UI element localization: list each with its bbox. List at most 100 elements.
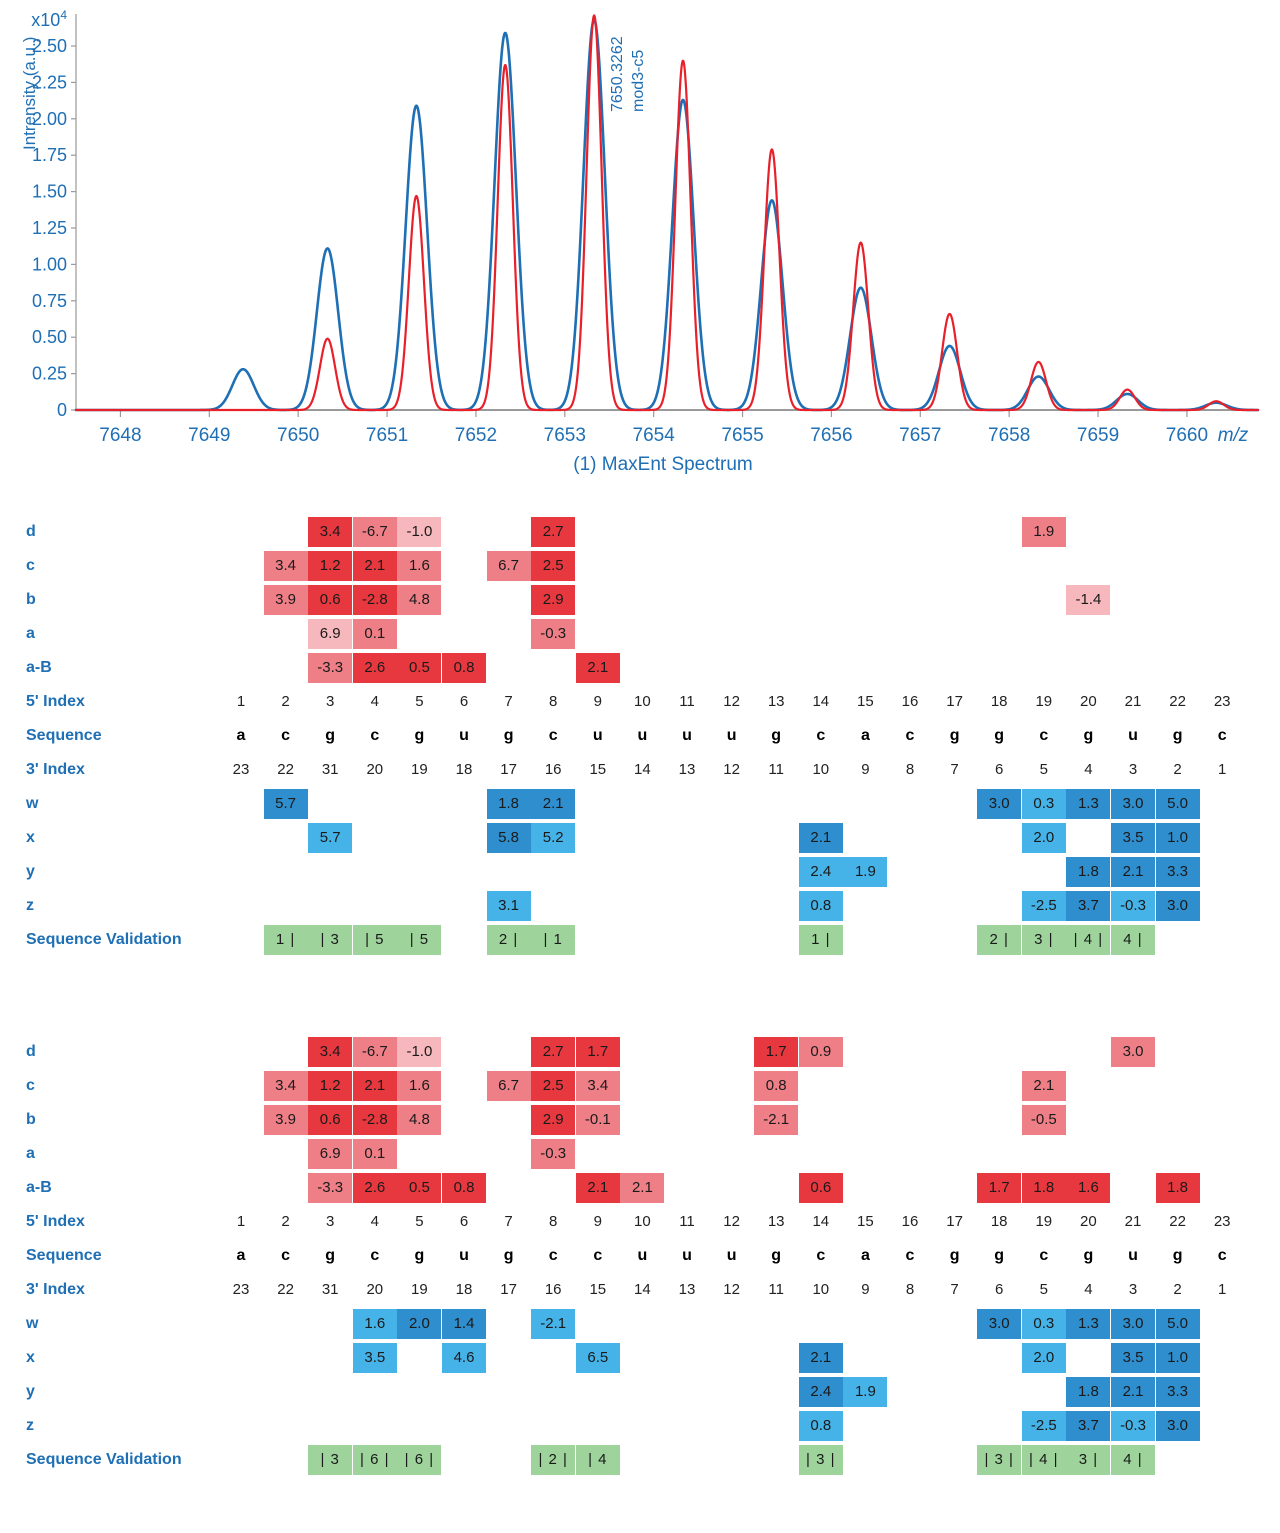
index-value: 7 xyxy=(504,693,513,710)
ladder-cell: 2.0 xyxy=(1021,823,1066,853)
index-value: 16 xyxy=(901,1213,919,1230)
maxent-spectrum-panel: 0 0.25 0.50 0.75 1.00 1.25 1.50 1.75 2.00 2.25 2.5… xyxy=(0,0,1280,480)
validation-cell: 2 | xyxy=(977,925,1022,955)
ladder-cell: 3.0 xyxy=(977,789,1022,819)
row-label-c: c xyxy=(26,557,35,574)
validation-cell: | 3 xyxy=(308,925,353,955)
index-value: 23 xyxy=(232,1281,250,1298)
ladder-cell: -2.1 xyxy=(754,1105,799,1135)
ladder-cell: 1.6 xyxy=(397,1071,442,1101)
plot-caption: (1) MaxEnt Spectrum xyxy=(573,454,753,475)
ladder-cell: 3.9 xyxy=(263,585,308,615)
five-index-row: 5' Index 1 2 3 4 5 6 7 8 9 10 11 12 13 14 15 16 17 18 19 20 2… xyxy=(0,1205,1280,1239)
sequence-base: u xyxy=(637,1247,648,1264)
ladder-cell: 3.4 xyxy=(263,551,308,581)
index-value: 2 xyxy=(1173,1281,1182,1298)
ladder-cell: 1.8 xyxy=(1155,1173,1200,1203)
ladder-cell: 3.3 xyxy=(1155,857,1200,887)
validation-cell: | 4 | xyxy=(1066,925,1111,955)
ladder-cell: 3.1 xyxy=(486,891,531,921)
index-value: 1 xyxy=(1218,761,1227,778)
index-value: 3 xyxy=(1128,1281,1138,1298)
ladder-cell: 0.3 xyxy=(1021,1309,1066,1339)
ladder-cell: 1.6 xyxy=(397,551,442,581)
index-value: 11 xyxy=(679,1213,695,1230)
validation-cell: 3 | xyxy=(1021,925,1066,955)
ladder-cell: 5.0 xyxy=(1155,1309,1200,1339)
index-value: 20 xyxy=(366,761,384,778)
ladder-cell: -6.7 xyxy=(352,517,397,547)
ladder-cell: 0.5 xyxy=(397,653,442,683)
index-value: 19 xyxy=(1035,693,1053,710)
ladder-row-w: w 5.7 1.8 2.1 3.0 0.3 1.3 3.0 5.0 xyxy=(0,787,1280,821)
row-label-5-index: 5' Index xyxy=(26,1213,85,1230)
ladder-cell: -0.3 xyxy=(1111,1411,1155,1441)
index-value: 12 xyxy=(723,1213,740,1230)
ladder-cell: 2.1 xyxy=(352,1071,397,1101)
row-label-c: c xyxy=(26,1077,35,1094)
ladder-cell: 3.0 xyxy=(1155,891,1200,921)
ladder-cell: 3.4 xyxy=(263,1071,308,1101)
index-value: 7 xyxy=(950,1281,959,1298)
index-value: 11 xyxy=(679,693,695,710)
row-label-x: x xyxy=(26,829,35,846)
index-value: 1 xyxy=(236,693,246,710)
sequence-base: g xyxy=(771,727,782,744)
ladder-cell: 5.7 xyxy=(308,823,353,853)
ladder-cell: 2.1 xyxy=(531,789,576,819)
ladder-row-y: y 2.4 1.9 1.8 2.1 3.3 xyxy=(0,1375,1280,1409)
ladder-cell: 1.0 xyxy=(1155,1343,1200,1373)
index-value: 16 xyxy=(544,1281,562,1298)
ladder-cell: 3.5 xyxy=(1111,1343,1155,1373)
index-value: 20 xyxy=(366,1281,384,1298)
ladder-row-a: a 6.9 0.1 -0.3 xyxy=(0,1137,1280,1171)
row-label-b: b xyxy=(26,591,36,608)
ladder-cell: 3.0 xyxy=(1155,1411,1200,1441)
ladder-cell: -0.3 xyxy=(531,619,576,649)
ladder-row-a-B: a-B -3.3 2.6 0.5 0.8 2.1 2.1 0.6 1.7 1.8 1.6 1.8 xyxy=(0,1171,1280,1205)
sequence-base: g xyxy=(1083,1247,1094,1264)
index-value: 22 xyxy=(277,761,294,778)
index-value: 22 xyxy=(1169,693,1186,710)
ladder-cell: 2.0 xyxy=(1021,1343,1066,1373)
validation-cell: | 5 xyxy=(352,925,397,955)
ladder-cell: 3.7 xyxy=(1066,891,1111,921)
ladder-cell: -3.3 xyxy=(308,1173,353,1203)
ladder-cell: -1.4 xyxy=(1066,585,1111,615)
sequence-row: Sequence a c g c g u g c c u u u g c a c g g c g u g c xyxy=(0,1239,1280,1273)
x-tick-label: 7648 xyxy=(99,425,141,446)
row-label-3-index: 3' Index xyxy=(26,1281,85,1298)
ladder-cell: 2.1 xyxy=(575,653,620,683)
index-value: 9 xyxy=(861,1281,870,1298)
ladder-cell: 3.7 xyxy=(1066,1411,1111,1441)
sequence-base: c xyxy=(370,727,380,744)
ladder-cell: 3.3 xyxy=(1155,1377,1200,1407)
ladder-cell: 5.7 xyxy=(263,789,308,819)
sequence-base: a xyxy=(236,1247,246,1264)
ladder-cell: 6.9 xyxy=(308,1139,353,1169)
ladder-row-x: x 5.7 5.8 5.2 2.1 2.0 3.5 1.0 xyxy=(0,821,1280,855)
index-value: 3 xyxy=(326,1213,335,1230)
row-label-x: x xyxy=(26,1349,35,1366)
row-label-validation: Sequence Validation xyxy=(26,1451,182,1468)
index-value: 13 xyxy=(767,693,785,710)
index-value: 4 xyxy=(370,693,379,710)
ladder-cell: 1.8 xyxy=(1021,1173,1066,1203)
validation-cell: 4 | xyxy=(1111,1445,1155,1475)
sequence-base: c xyxy=(1039,727,1049,744)
index-value: 21 xyxy=(1124,1213,1142,1230)
sequence-base: c xyxy=(548,1247,558,1264)
index-value: 1 xyxy=(236,1213,246,1230)
ladder-cell: 0.8 xyxy=(798,891,843,921)
peak-annotation-mass: 7650.3262 xyxy=(609,36,626,112)
y-tick-label: 2.25 xyxy=(32,72,67,92)
ladder-cell: 2.7 xyxy=(531,1037,576,1067)
index-value: 23 xyxy=(1213,1213,1231,1230)
index-value: 18 xyxy=(455,761,473,778)
ladder-cell: -0.5 xyxy=(1021,1105,1066,1135)
ladder-block-1: d 3.4 -6.7 -1.0 2.7 1.9 c 3.4 1.2 2.1 1.6 6.7 2.5 b… xyxy=(0,515,1280,957)
ladder-cell: 5.2 xyxy=(531,823,576,853)
ladder-cell: 0.1 xyxy=(352,1139,397,1169)
ladder-cell: 2.1 xyxy=(798,1343,843,1373)
validation-cell: 1 | xyxy=(263,925,308,955)
